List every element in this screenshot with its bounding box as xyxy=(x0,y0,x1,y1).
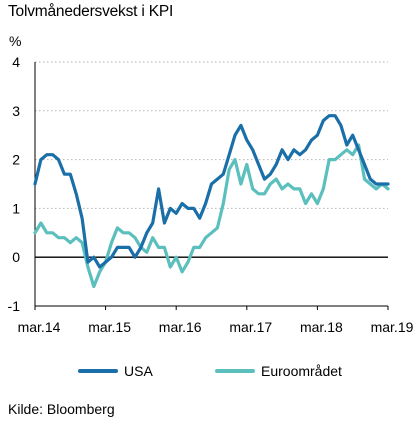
legend-label-euro: Euroområdet xyxy=(261,363,342,379)
legend-item-euro: Euroområdet xyxy=(215,363,342,379)
tick-labels: -1 0 1 2 3 4 mar.14 mar.15 mar.16 mar.17 mar.18 mar… xyxy=(8,54,414,335)
legend-label-usa: USA xyxy=(124,363,153,379)
y-tick-label: 1 xyxy=(12,200,20,216)
legend-swatch-euro xyxy=(215,369,255,373)
source-note: Kilde: Bloomberg xyxy=(8,401,115,417)
legend-item-usa: USA xyxy=(78,363,153,379)
series-line-euro xyxy=(33,143,390,289)
y-tick-label: 3 xyxy=(12,103,20,119)
series-layer xyxy=(33,114,390,289)
x-tick-label: mar.17 xyxy=(229,319,272,335)
x-tick-label: mar.14 xyxy=(18,319,61,335)
legend-swatch-usa xyxy=(78,369,118,373)
y-tick-label: 2 xyxy=(12,152,20,168)
x-tick-label: mar.19 xyxy=(371,319,414,335)
gridlines xyxy=(35,61,388,209)
y-tick-label: 4 xyxy=(12,54,20,70)
x-tick-label: mar.16 xyxy=(159,319,202,335)
x-tick-label: mar.18 xyxy=(300,319,343,335)
y-tick-label: 0 xyxy=(12,249,20,265)
x-tick-label: mar.15 xyxy=(88,319,131,335)
y-axis-unit: % xyxy=(9,33,22,49)
y-tick-label: -1 xyxy=(8,298,21,314)
series-line-usa xyxy=(33,114,390,269)
chart-title: Tolvmånedersvekst i KPI xyxy=(8,3,174,20)
